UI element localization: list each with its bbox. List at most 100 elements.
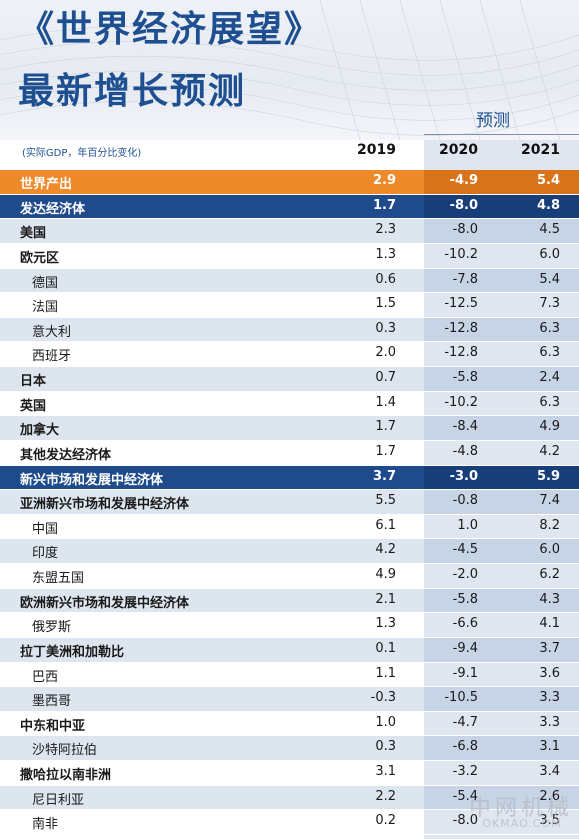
value-2019: 1.3 xyxy=(375,616,396,632)
value-2019: 2.9 xyxy=(372,173,396,188)
row-label: 南非 xyxy=(32,817,59,833)
table-row: 法国 1.5 -12.5 7.3 xyxy=(0,293,579,318)
table-row: 东盟五国 4.9 -2.0 6.2 xyxy=(0,564,579,589)
value-2019: 1.4 xyxy=(375,394,396,410)
value-2020: -3.2 xyxy=(452,764,478,779)
row-label: 亚洲新兴市场和发展中经济体 xyxy=(20,497,190,513)
forecast-divider xyxy=(424,134,579,135)
value-2021: 3.5 xyxy=(539,813,560,829)
forecast-cell-bg xyxy=(424,785,579,810)
value-2019: 0.7 xyxy=(375,370,396,385)
value-2019: 1.7 xyxy=(372,197,396,213)
value-2019: 1.7 xyxy=(375,443,396,459)
value-2021: 7.3 xyxy=(539,296,560,312)
value-2021: 6.3 xyxy=(539,320,560,336)
value-2021: 4.1 xyxy=(539,616,560,632)
value-2019: 5.5 xyxy=(375,493,396,509)
value-2021: 3.6 xyxy=(539,665,560,681)
value-2021: 6.3 xyxy=(539,394,560,410)
value-2019: 3.7 xyxy=(372,468,396,484)
value-2021: 5.4 xyxy=(539,271,560,287)
value-2021: 4.3 xyxy=(539,591,560,607)
forecast-cell-bg xyxy=(424,268,579,293)
row-label: 墨西哥 xyxy=(32,694,72,710)
row-label: 中东和中亚 xyxy=(20,718,86,734)
value-2019: 4.9 xyxy=(375,567,396,582)
row-label: 日本 xyxy=(20,374,47,389)
value-2021: 3.7 xyxy=(539,640,560,656)
value-2021: 5.9 xyxy=(536,468,560,484)
table-row: 日本 0.7 -5.8 2.4 xyxy=(0,367,579,392)
row-label: 尼日利亚 xyxy=(32,792,85,808)
wave-background xyxy=(0,0,579,140)
value-2019: 3.1 xyxy=(375,764,396,779)
row-label: 东盟五国 xyxy=(32,571,85,586)
row-label: 中国 xyxy=(32,521,59,537)
row-label: 加拿大 xyxy=(20,423,60,439)
table-row: 中东和中亚 1.0 -4.7 3.3 xyxy=(0,711,579,737)
value-2020: -2.0 xyxy=(452,567,478,582)
value-2021: 3.3 xyxy=(539,690,560,706)
value-2020: -4.9 xyxy=(449,173,478,188)
value-2019: 2.1 xyxy=(375,591,396,607)
value-2020: -12.8 xyxy=(444,320,478,336)
row-label: 拉丁美洲和加勒比 xyxy=(20,644,125,660)
year-header-2019: 2019 xyxy=(357,142,396,158)
value-2021: 4.8 xyxy=(536,197,560,213)
forecast-cell-bg xyxy=(424,539,579,563)
value-2020: -6.8 xyxy=(452,739,478,755)
value-2021: 2.6 xyxy=(539,788,560,804)
value-2021: 3.3 xyxy=(539,714,560,730)
value-2020: -10.5 xyxy=(444,690,478,706)
forecast-cell-bg xyxy=(424,367,579,391)
value-2020: -5.8 xyxy=(452,370,478,385)
value-2019: 2.2 xyxy=(375,788,396,804)
forecast-table: 世界产出 2.9 -4.9 5.4 发达经济体 1.7 -8.0 4.8 美国 2.3 -8.0 4.… xyxy=(0,170,579,835)
forecast-cell-bg xyxy=(424,564,579,588)
table-row: 其他发达经济体 1.7 -4.8 4.2 xyxy=(0,440,579,466)
table-row: 印度 4.2 -4.5 6.0 xyxy=(0,539,579,564)
row-label: 撒哈拉以南非洲 xyxy=(20,768,112,783)
value-2021: 4.9 xyxy=(539,419,560,435)
table-row: 撒哈拉以南非洲 3.1 -3.2 3.4 xyxy=(0,761,579,786)
forecast-cell-bg xyxy=(424,293,579,317)
table-row: 欧洲新兴市场和发展中经济体 2.1 -5.8 4.3 xyxy=(0,588,579,614)
value-2020: 1.0 xyxy=(457,517,478,533)
forecast-cell-bg xyxy=(424,317,579,342)
row-label: 新兴市场和发展中经济体 xyxy=(20,472,164,488)
value-2019: 2.0 xyxy=(375,345,396,361)
value-2019: 2.3 xyxy=(375,222,396,238)
table-row: 美国 2.3 -8.0 4.5 xyxy=(0,219,579,244)
forecast-cell-bg xyxy=(424,490,579,514)
forecast-cell-bg xyxy=(424,342,579,366)
forecast-label: 预测 xyxy=(476,111,510,131)
row-label: 俄罗斯 xyxy=(32,620,72,636)
value-2021: 3.1 xyxy=(539,739,560,755)
value-2019: 0.6 xyxy=(375,271,396,287)
value-2021: 2.4 xyxy=(539,370,560,385)
table-row: 俄罗斯 1.3 -6.6 4.1 xyxy=(0,613,579,638)
row-label: 西班牙 xyxy=(32,349,72,365)
row-label: 法国 xyxy=(32,300,59,316)
value-2021: 6.2 xyxy=(539,567,560,582)
forecast-cell-bg xyxy=(424,687,579,711)
forecast-cell-bg xyxy=(424,170,579,194)
row-label: 意大利 xyxy=(32,324,72,340)
table-row: 英国 1.4 -10.2 6.3 xyxy=(0,391,579,417)
watermark-url: OKMAO.COM xyxy=(482,817,562,830)
row-label: 巴西 xyxy=(32,669,59,685)
table-row: 沙特阿拉伯 0.3 -6.8 3.1 xyxy=(0,736,579,761)
table-row: 亚洲新兴市场和发展中经济体 5.5 -0.8 7.4 xyxy=(0,490,579,515)
title-line-2: 最新增长预测 xyxy=(18,71,247,112)
row-label: 德国 xyxy=(32,275,59,291)
value-2020: -7.8 xyxy=(452,271,478,287)
value-2019: 0.3 xyxy=(375,320,396,336)
table-row: 西班牙 2.0 -12.8 6.3 xyxy=(0,342,579,367)
value-2020: -12.8 xyxy=(444,345,478,361)
forecast-cell-bg xyxy=(424,514,579,539)
table-row: 发达经济体 1.7 -8.0 4.8 xyxy=(0,194,579,220)
value-2019: 4.2 xyxy=(375,542,396,558)
table-row: 加拿大 1.7 -8.4 4.9 xyxy=(0,416,579,441)
row-label: 其他发达经济体 xyxy=(20,447,112,463)
value-2020: -8.4 xyxy=(452,419,478,435)
